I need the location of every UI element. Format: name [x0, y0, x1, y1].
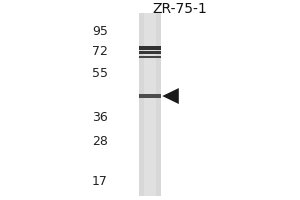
- Bar: [139, 94, 161, 98]
- Bar: [139, 13, 161, 196]
- Text: 55: 55: [92, 67, 108, 80]
- Bar: [144, 13, 156, 196]
- Text: 72: 72: [92, 45, 108, 58]
- Polygon shape: [162, 88, 179, 104]
- Text: 28: 28: [92, 135, 108, 148]
- Text: 17: 17: [92, 175, 108, 188]
- Text: ZR-75-1: ZR-75-1: [153, 2, 207, 16]
- Bar: [139, 46, 161, 50]
- Text: 36: 36: [92, 111, 108, 124]
- Bar: [139, 56, 161, 58]
- Bar: [139, 51, 161, 54]
- Text: 95: 95: [92, 25, 108, 38]
